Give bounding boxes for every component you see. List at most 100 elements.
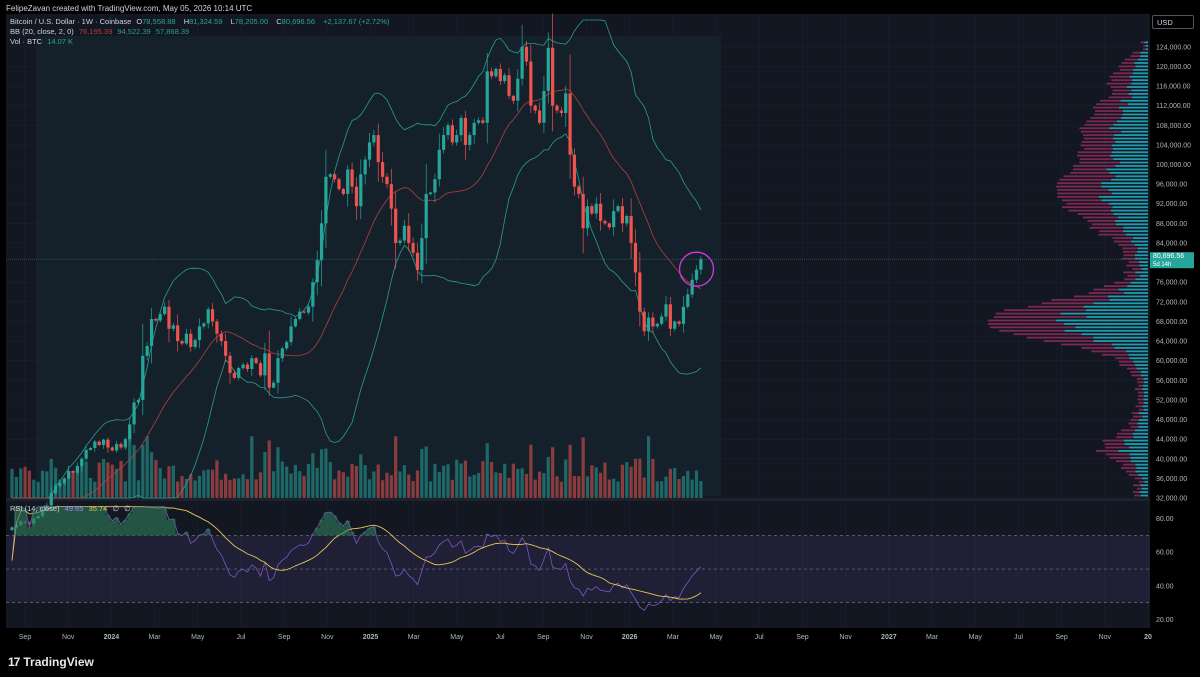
volume-bar	[245, 479, 250, 498]
vp-bar-up	[1128, 92, 1148, 95]
vp-bar-down	[1103, 285, 1128, 288]
vp-bar-up	[1118, 450, 1148, 452]
rsi-line	[11, 506, 702, 611]
volume-bar	[93, 481, 97, 498]
vp-bar-up	[1130, 281, 1148, 284]
volume-bar	[49, 458, 53, 498]
volume-bar	[67, 474, 71, 498]
volume-bar	[485, 443, 489, 498]
vp-bar-up	[1139, 274, 1148, 277]
currency-button[interactable]: USD	[1152, 15, 1194, 29]
candle	[481, 116, 485, 125]
vp-bar-up	[1138, 58, 1148, 61]
volume-bar	[337, 470, 341, 498]
vp-bar-down	[1056, 189, 1109, 191]
volume-bar	[272, 471, 276, 498]
vp-bar-down	[1127, 274, 1140, 277]
time-axis[interactable]: Sep Nov 2024 Mar May Jul Sep Nov 2025 Mar May Jul Se…	[19, 634, 1152, 641]
volume-profile	[988, 41, 1148, 497]
vp-bar-down	[1126, 367, 1137, 370]
bb-legend[interactable]: BB (20, close, 2, 0) 76,195.39 94,522.39…	[10, 27, 192, 36]
bb-lower-value: 57,868.39	[155, 27, 190, 36]
rsi-axis[interactable]: 80.00 60.00 40.00 20.00	[1156, 516, 1174, 624]
volume-bar	[603, 462, 607, 498]
vp-bar-down	[1083, 137, 1113, 140]
price-axis[interactable]: 124,000.00 120,000.00 116,000.00 112,000.00…	[1156, 44, 1191, 502]
price-tick-label: 36,000.00	[1156, 476, 1187, 483]
vp-bar-down	[1105, 446, 1130, 449]
vp-bar-up	[1135, 470, 1148, 473]
candle	[494, 67, 498, 79]
candle	[119, 441, 123, 450]
volume-bar	[197, 475, 202, 498]
vp-bar-up	[1064, 329, 1148, 332]
volume-bar	[398, 471, 402, 498]
vp-bar-down	[988, 322, 1064, 325]
vp-bar-down	[1100, 99, 1121, 102]
volume-bar	[490, 462, 494, 498]
vp-bar-down	[1062, 206, 1113, 209]
candle	[176, 314, 180, 352]
tradingview-logo[interactable]: 17 TradingView	[8, 655, 94, 669]
volume-bar	[19, 468, 23, 498]
vp-bar-down	[1138, 384, 1144, 387]
volume-bar	[607, 479, 611, 498]
vp-bar-down	[1079, 127, 1110, 130]
symbol-legend[interactable]: Bitcoin / U.S. Dollar · 1W · Coinbase O7…	[10, 17, 392, 26]
candle	[476, 117, 481, 125]
vp-bar-up	[1085, 309, 1148, 312]
vp-bar-down	[1111, 79, 1132, 82]
vp-bar-down	[1004, 309, 1086, 312]
vp-bar-up	[1135, 463, 1148, 466]
candle	[546, 32, 550, 104]
low-value: 78,205.00	[234, 17, 269, 26]
vp-bar-down	[1084, 123, 1114, 126]
vp-bar-up	[1075, 326, 1148, 329]
rsi-ma-line	[11, 506, 702, 600]
candle	[84, 446, 88, 462]
volume-bar	[228, 479, 232, 498]
vp-bar-up	[1139, 264, 1148, 267]
vp-bar-down	[1122, 250, 1137, 253]
candle	[646, 312, 651, 341]
volume-bar	[45, 471, 49, 498]
volume-bar	[590, 465, 594, 498]
volume-bar	[237, 478, 241, 498]
candle	[245, 362, 250, 372]
vp-bar-down	[1098, 233, 1126, 236]
price-tick-label: 68,000.00	[1156, 319, 1187, 326]
vp-bar-up	[1118, 288, 1148, 291]
volume-bar	[62, 479, 66, 498]
volume-legend[interactable]: Vol · BTC 14.07 K	[10, 37, 76, 46]
vp-bar-down	[1066, 202, 1109, 205]
candle	[529, 44, 533, 114]
candle	[141, 323, 145, 416]
volume-bar	[154, 460, 158, 498]
vp-bar-down	[1128, 261, 1140, 264]
candle	[123, 437, 127, 450]
volume-bar	[507, 477, 511, 498]
vp-bar-up	[1130, 456, 1148, 459]
candle	[197, 318, 202, 349]
candle	[629, 198, 633, 260]
vp-bar-up	[1111, 192, 1148, 195]
candle	[612, 199, 616, 236]
volume-bar	[446, 464, 450, 498]
vp-bar-up	[1115, 175, 1148, 178]
candle	[106, 437, 110, 453]
volume-bar	[254, 479, 258, 498]
rsi-legend[interactable]: RSI (14, close) 49.65 35.74 ∅ ∅	[10, 504, 134, 513]
time-tick-label: Sep	[278, 634, 291, 641]
volume-bar	[437, 471, 441, 498]
price-tick-label: 60,000.00	[1156, 358, 1187, 365]
vp-bar-down	[995, 312, 1061, 315]
vp-bar-up	[1129, 453, 1148, 456]
vp-bar-down	[1110, 86, 1127, 88]
vp-bar-up	[1093, 302, 1148, 305]
vp-bar-up	[1143, 408, 1148, 411]
candle	[607, 222, 611, 230]
candle	[97, 440, 101, 447]
vp-bar-down	[1124, 278, 1136, 281]
volume-bar	[472, 474, 476, 498]
